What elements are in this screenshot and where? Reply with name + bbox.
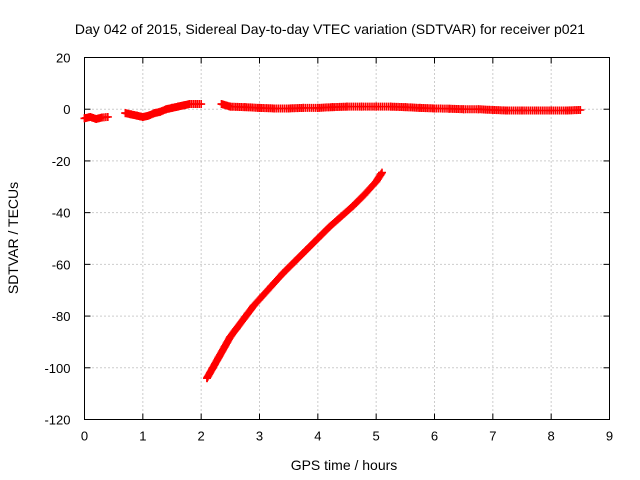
data-point bbox=[133, 111, 141, 120]
x-axis-title: GPS time / hours bbox=[291, 457, 398, 473]
data-point bbox=[488, 105, 497, 114]
y-tick-label: -60 bbox=[52, 257, 71, 272]
x-tick-label: 3 bbox=[256, 429, 263, 444]
data-point bbox=[243, 309, 252, 318]
data-point bbox=[313, 103, 322, 112]
data-point bbox=[576, 105, 585, 114]
data-point bbox=[255, 103, 264, 112]
data-point bbox=[561, 106, 570, 115]
data-point bbox=[255, 295, 264, 304]
y-tick-label: 20 bbox=[56, 51, 70, 66]
x-tick-label: 5 bbox=[373, 429, 380, 444]
x-tick-label: 2 bbox=[198, 429, 205, 444]
data-point bbox=[226, 332, 235, 341]
data-point bbox=[360, 190, 369, 199]
y-tick-label: -120 bbox=[44, 413, 70, 428]
series-band bbox=[217, 100, 583, 115]
data-point bbox=[337, 212, 346, 221]
data-point bbox=[372, 102, 381, 111]
data-point bbox=[415, 103, 424, 112]
data-point bbox=[150, 109, 159, 118]
data-point bbox=[226, 102, 235, 111]
data-point bbox=[168, 103, 176, 112]
y-tick-label: -100 bbox=[44, 361, 70, 376]
data-point bbox=[80, 114, 89, 123]
y-tick-labels: -120 -100 -80 -60 -40 -20 0 20 bbox=[44, 51, 70, 428]
data-point bbox=[313, 234, 322, 243]
y-tick-label: -80 bbox=[52, 309, 71, 324]
data-point bbox=[270, 104, 279, 113]
series-0 bbox=[80, 112, 112, 124]
data-point bbox=[86, 112, 95, 121]
data-point bbox=[518, 106, 526, 115]
data-point bbox=[290, 257, 299, 266]
x-tick-label: 6 bbox=[431, 429, 438, 444]
series-band bbox=[203, 169, 386, 383]
data-point bbox=[138, 112, 147, 121]
data-point bbox=[348, 202, 357, 211]
y-axis-title: SDTVAR / TECUs bbox=[5, 182, 21, 294]
x-tick-label: 1 bbox=[139, 429, 146, 444]
data-point bbox=[503, 106, 512, 115]
data-point bbox=[278, 269, 287, 278]
data-point bbox=[325, 222, 334, 231]
data-point bbox=[357, 102, 366, 111]
data-point bbox=[401, 103, 410, 112]
data-point bbox=[92, 115, 101, 124]
data-point bbox=[144, 111, 153, 120]
data-series bbox=[80, 100, 585, 383]
data-point bbox=[162, 105, 171, 114]
x-tick-label: 7 bbox=[489, 429, 496, 444]
data-point bbox=[249, 301, 258, 310]
data-point bbox=[240, 103, 249, 112]
data-point bbox=[343, 102, 351, 111]
data-point bbox=[302, 246, 311, 255]
x-tick-label: 8 bbox=[548, 429, 555, 444]
x-tick-label: 0 bbox=[81, 429, 88, 444]
data-point bbox=[267, 282, 276, 291]
data-point bbox=[220, 343, 229, 352]
data-point bbox=[299, 103, 308, 112]
y-tick-label: -20 bbox=[52, 154, 71, 169]
data-point bbox=[103, 112, 112, 121]
data-point bbox=[532, 106, 541, 115]
data-point bbox=[430, 104, 439, 113]
data-point bbox=[156, 107, 165, 116]
data-point bbox=[179, 101, 188, 110]
data-point bbox=[217, 100, 226, 109]
x-tick-label: 4 bbox=[314, 429, 321, 444]
data-point bbox=[386, 102, 395, 111]
data-point bbox=[203, 374, 211, 383]
data-point bbox=[238, 317, 246, 326]
data-point bbox=[232, 325, 241, 333]
data-point bbox=[121, 109, 130, 118]
series-2 bbox=[217, 100, 585, 115]
data-point bbox=[197, 100, 206, 109]
y-tick-label: -40 bbox=[52, 206, 71, 221]
axis-ticks bbox=[84, 57, 610, 420]
data-point bbox=[378, 168, 386, 177]
series-1 bbox=[121, 100, 206, 121]
data-point bbox=[547, 106, 556, 115]
y-tick-label: 0 bbox=[63, 102, 70, 117]
chart-title: Day 042 of 2015, Sidereal Day-to-day VTE… bbox=[75, 21, 585, 37]
data-point bbox=[459, 105, 468, 114]
data-point bbox=[474, 105, 483, 114]
data-point bbox=[445, 104, 454, 113]
data-point bbox=[127, 110, 136, 119]
series-3 bbox=[203, 168, 386, 383]
data-point bbox=[372, 177, 381, 186]
data-point bbox=[214, 353, 223, 362]
data-point bbox=[208, 363, 217, 372]
data-point bbox=[328, 103, 337, 112]
data-point bbox=[173, 102, 182, 111]
plot-frame bbox=[84, 57, 610, 420]
series-band bbox=[121, 100, 204, 121]
data-point bbox=[284, 104, 293, 113]
x-tick-labels: 0 1 2 3 4 5 6 7 8 9 bbox=[81, 429, 613, 444]
x-tick-label: 9 bbox=[606, 429, 613, 444]
